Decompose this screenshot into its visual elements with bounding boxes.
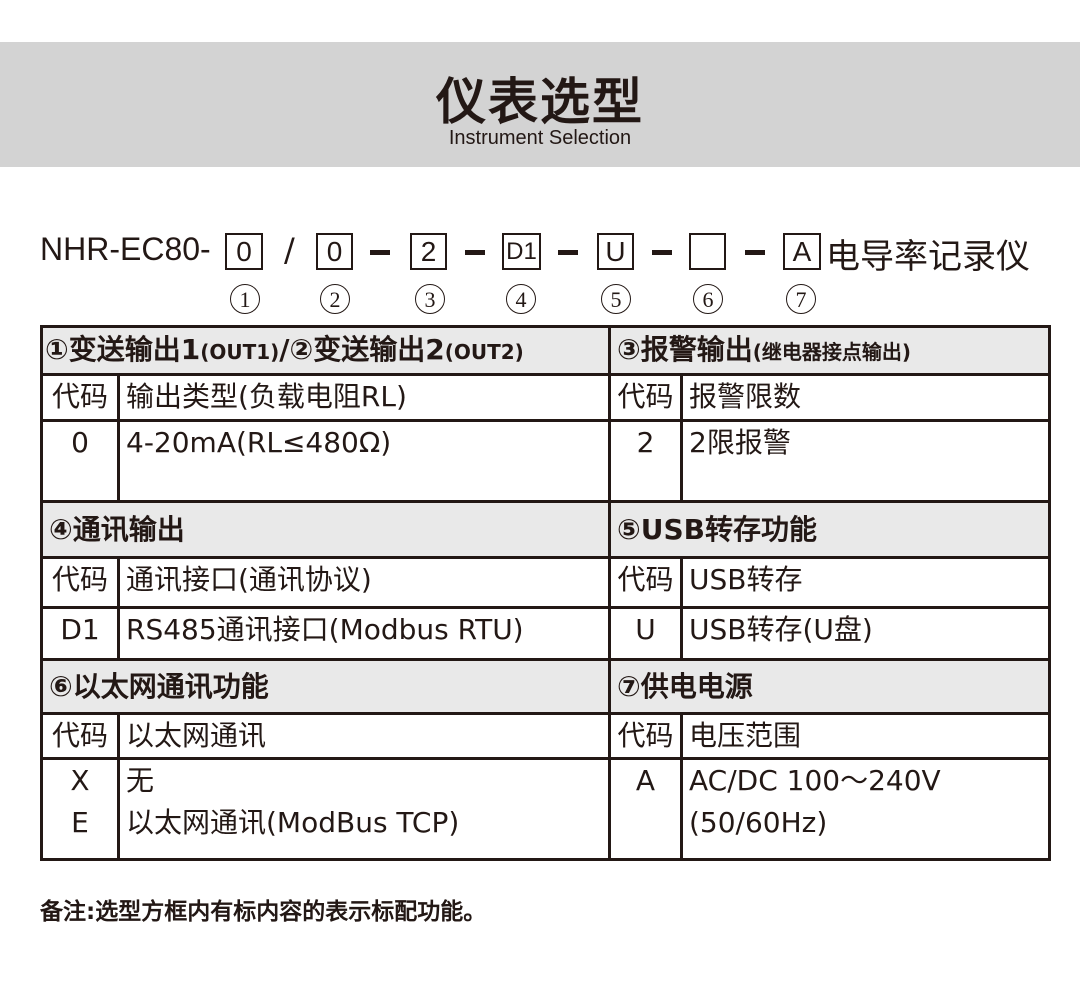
row-desc: 2限报警 bbox=[680, 419, 1051, 503]
col-desc: 报警限数 bbox=[680, 373, 1051, 422]
dash bbox=[465, 250, 485, 255]
row-code: A bbox=[608, 757, 683, 861]
dash bbox=[745, 250, 765, 255]
code-box-3: 2 bbox=[410, 233, 447, 270]
dash bbox=[370, 250, 390, 255]
code-box-7: A bbox=[783, 233, 821, 270]
section-header-alarm: ③报警输出(继电器接点输出) bbox=[608, 325, 1051, 376]
row-code: 0 bbox=[40, 419, 120, 503]
col-desc: 输出类型(负载电阻RL) bbox=[117, 373, 611, 422]
row-desc: 4-20mA(RL≤480Ω) bbox=[117, 419, 611, 503]
index-5: 5 bbox=[601, 284, 631, 314]
index-7: 7 bbox=[786, 284, 816, 314]
page-subtitle: Instrument Selection bbox=[448, 127, 632, 149]
row-code: 2 bbox=[608, 419, 683, 503]
row-code: U bbox=[608, 606, 683, 661]
col-code: 代码 bbox=[40, 373, 120, 422]
dash bbox=[558, 250, 578, 255]
header-banner bbox=[0, 42, 1080, 167]
col-desc: 电压范围 bbox=[680, 712, 1051, 760]
index-1: 1 bbox=[230, 284, 260, 314]
model-prefix: NHR-EC80- bbox=[40, 231, 211, 267]
slash: / bbox=[284, 231, 295, 269]
col-code: 代码 bbox=[608, 373, 683, 422]
index-2: 2 bbox=[320, 284, 350, 314]
row-desc: 无以太网通讯(ModBus TCP) bbox=[117, 757, 611, 861]
section-header-ethernet: ⑥以太网通讯功能 bbox=[40, 658, 611, 715]
index-3: 3 bbox=[415, 284, 445, 314]
index-4: 4 bbox=[506, 284, 536, 314]
code-box-1: 0 bbox=[225, 233, 263, 270]
col-desc: 通讯接口(通讯协议) bbox=[117, 556, 611, 609]
row-desc: USB转存(U盘) bbox=[680, 606, 1051, 661]
row-desc: RS485通讯接口(Modbus RTU) bbox=[117, 606, 611, 661]
section-header-usb: ⑤USB转存功能 bbox=[608, 500, 1051, 559]
row-code: D1 bbox=[40, 606, 120, 661]
section-header-output: ①变送输出1(OUT1)/②变送输出2(OUT2) bbox=[40, 325, 611, 376]
dash bbox=[652, 250, 672, 255]
col-code: 代码 bbox=[40, 712, 120, 760]
selection-table: ①变送输出1(OUT1)/②变送输出2(OUT2) ③报警输出(继电器接点输出)… bbox=[40, 325, 1051, 861]
code-box-6 bbox=[689, 233, 726, 270]
code-box-4: D1 bbox=[502, 233, 541, 270]
col-desc: USB转存 bbox=[680, 556, 1051, 609]
col-code: 代码 bbox=[608, 712, 683, 760]
col-desc: 以太网通讯 bbox=[117, 712, 611, 760]
page-title: 仪表选型 bbox=[436, 73, 644, 131]
col-code: 代码 bbox=[608, 556, 683, 609]
section-header-power: ⑦供电电源 bbox=[608, 658, 1051, 715]
code-box-2: 0 bbox=[316, 233, 353, 270]
footnote: 备注:选型方框内有标内容的表示标配功能。 bbox=[40, 899, 487, 925]
code-box-5: U bbox=[597, 233, 634, 270]
col-code: 代码 bbox=[40, 556, 120, 609]
index-6: 6 bbox=[693, 284, 723, 314]
model-suffix: 电导率记录仪 bbox=[826, 237, 1030, 277]
section-header-comm: ④通讯输出 bbox=[40, 500, 611, 559]
row-desc: AC/DC 100～240V (50/60Hz) bbox=[680, 757, 1051, 861]
